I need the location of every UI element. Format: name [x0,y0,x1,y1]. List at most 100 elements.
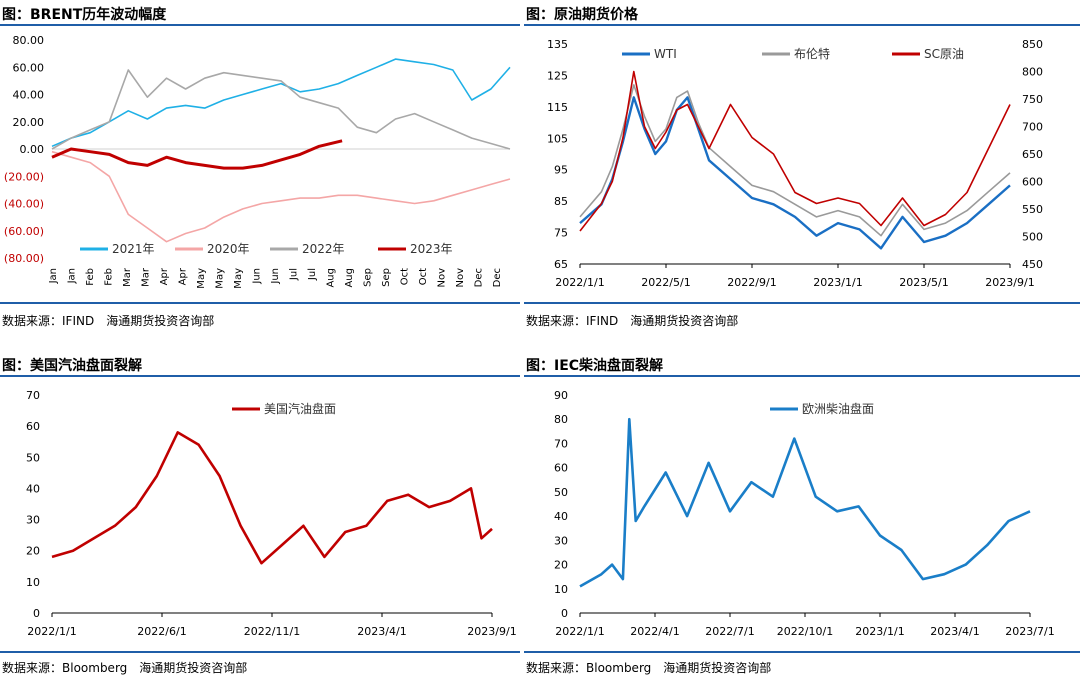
y-right-tick-label: 450 [1022,258,1043,271]
y-tick-label: 40 [26,482,40,495]
legend-label: WTI [654,47,677,61]
divider [524,302,1080,304]
legend-label: 布伦特 [794,46,830,61]
y-tick-label: (80.00) [4,252,44,265]
series-line-WTI [579,96,1011,250]
x-tick-label: May [233,268,244,289]
y-right-tick-label: 700 [1022,121,1043,134]
x-tick-label: Jul [289,268,300,281]
x-tick-label: Sep [363,268,374,287]
source-note: 数据来源：Bloomberg 海通期货投资咨询部 [526,661,772,675]
x-tick-label: 2023/5/1 [899,276,948,289]
x-tick-label: Aug [326,268,337,288]
y-tick-label: 20 [26,545,40,558]
y-tick-label: 80 [554,413,568,426]
x-tick-label: Apr [159,267,170,285]
y-left-tick-label: 135 [547,38,568,51]
legend-label: 2020年 [207,242,250,256]
x-tick-label: Jul [307,268,318,281]
legend-label: 2021年 [112,242,155,256]
y-right-tick-label: 850 [1022,38,1043,51]
y-tick-label: 30 [26,514,40,527]
y-tick-label: 10 [554,583,568,596]
x-tick-label: Sep [381,268,392,287]
y-tick-label: 40 [554,510,568,523]
y-tick-label: 60.00 [13,61,45,74]
chart-brent: 80.00 60.00 40.00 20.00 0.00 (20.00) (40.00) (6… [4,34,511,289]
chart-crude: 135 125 115 105 95 85 75 65 850 800 750 700 650 600 55… [547,38,1043,289]
x-tick-label: 2023/9/1 [985,276,1034,289]
x-tick-label: 2023/4/1 [357,625,406,638]
y-left-tick-label: 85 [554,195,568,208]
y-left-tick-label: 95 [554,164,568,177]
legend-label: SC原油 [924,47,964,61]
x-tick-label: Oct [418,268,429,285]
chart-gasoline: 70 60 50 40 30 20 10 0 2022/1/1 2022/6/1 2022/11/1… [26,389,517,638]
y-tick-label: 70 [554,437,568,450]
x-tick-label: Apr [178,267,189,285]
y-tick-label: 20.00 [13,116,45,129]
x-tick-label: 2023/1/1 [813,276,862,289]
series-line-布伦特 [579,84,1011,237]
panel-title-diesel: 图：IEC柴油盘面裂解 [526,358,664,374]
y-tick-label: 70 [26,389,40,402]
series-line-2023年 [51,139,343,170]
x-tick-label: 2022/1/1 [27,625,76,638]
series-line-美国汽油盘面 [51,431,493,565]
x-tick-label: Dec [492,268,503,287]
x-tick-label: Dec [474,268,485,287]
legend-label: 美国汽油盘面 [264,401,336,416]
y-right-tick-label: 750 [1022,93,1043,106]
legend-label: 2022年 [302,242,345,256]
x-tick-label: Jun [270,268,281,285]
x-tick-label: 2023/9/1 [467,625,516,638]
x-tick-label: Nov [437,268,448,288]
y-tick-label: (40.00) [4,198,44,211]
x-tick-label: Jun [252,268,263,285]
x-tick-label: 2022/1/1 [555,625,604,638]
source-note: 数据来源：IFIND 海通期货投资咨询部 [2,314,215,328]
legend-label: 欧洲柴油盘面 [802,401,874,416]
chart-diesel: 90 80 70 60 50 40 30 20 10 0 2022/1/1 2022/4/1 2022/… [554,389,1055,638]
x-tick-label: Nov [455,268,466,288]
series-line-2022年 [51,69,511,150]
x-tick-label: 2023/1/1 [855,625,904,638]
x-tick-label: Feb [104,268,115,286]
y-right-tick-label: 600 [1022,176,1043,189]
x-tick-label: Aug [344,268,355,288]
x-tick-label: Jan [67,268,78,284]
y-tick-label: (20.00) [4,170,44,183]
x-tick-label: 2022/10/1 [777,625,833,638]
y-right-tick-label: 650 [1022,148,1043,161]
panel-title-gasoline: 图：美国汽油盘面裂解 [2,358,142,374]
x-tick-label: 2022/4/1 [630,625,679,638]
y-tick-label: 90 [554,389,568,402]
y-right-tick-label: 800 [1022,66,1043,79]
y-right-tick-label: 550 [1022,203,1043,216]
panel-title-crude: 图：原油期货价格 [526,7,638,23]
y-tick-label: 40.00 [13,89,45,102]
divider [0,651,520,653]
divider [524,651,1080,653]
x-tick-label: May [196,268,207,289]
x-tick-label: Feb [85,268,96,286]
divider [524,24,1080,26]
x-tick-label: May [215,268,226,289]
y-left-tick-label: 105 [547,132,568,145]
x-tick-label: Mar [141,267,152,287]
series-line-SC原油 [579,70,1011,232]
x-tick-label: 2022/1/1 [555,276,604,289]
x-tick-label: Oct [400,268,411,285]
y-left-tick-label: 115 [547,101,568,114]
y-tick-label: 50 [554,486,568,499]
y-left-tick-label: 125 [547,69,568,82]
divider [0,24,520,26]
x-tick-label: 2022/11/1 [244,625,300,638]
y-tick-label: (60.00) [4,225,44,238]
y-tick-label: 60 [26,420,40,433]
source-note: 数据来源：IFIND 海通期货投资咨询部 [526,314,739,328]
series-line-2020年 [51,150,511,243]
x-tick-label: 2022/5/1 [641,276,690,289]
series-line-欧洲柴油盘面 [579,417,1031,588]
x-tick-label: 2022/9/1 [727,276,776,289]
